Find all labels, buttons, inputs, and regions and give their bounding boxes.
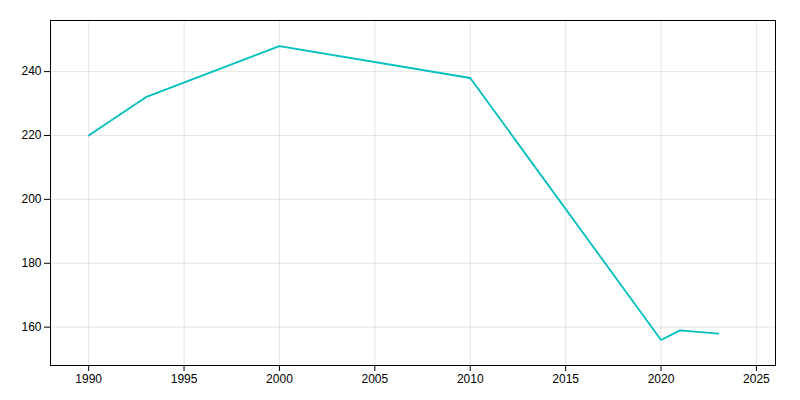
svg-text:180: 180 (21, 256, 41, 270)
svg-text:2025: 2025 (743, 372, 770, 386)
svg-text:2010: 2010 (457, 372, 484, 386)
svg-text:1995: 1995 (171, 372, 198, 386)
svg-text:2005: 2005 (361, 372, 388, 386)
svg-text:200: 200 (21, 192, 41, 206)
svg-text:2015: 2015 (552, 372, 579, 386)
svg-text:2020: 2020 (648, 372, 675, 386)
svg-text:160: 160 (21, 320, 41, 334)
svg-text:2000: 2000 (266, 372, 293, 386)
svg-text:1990: 1990 (75, 372, 102, 386)
svg-text:220: 220 (21, 128, 41, 142)
svg-text:240: 240 (21, 64, 41, 78)
